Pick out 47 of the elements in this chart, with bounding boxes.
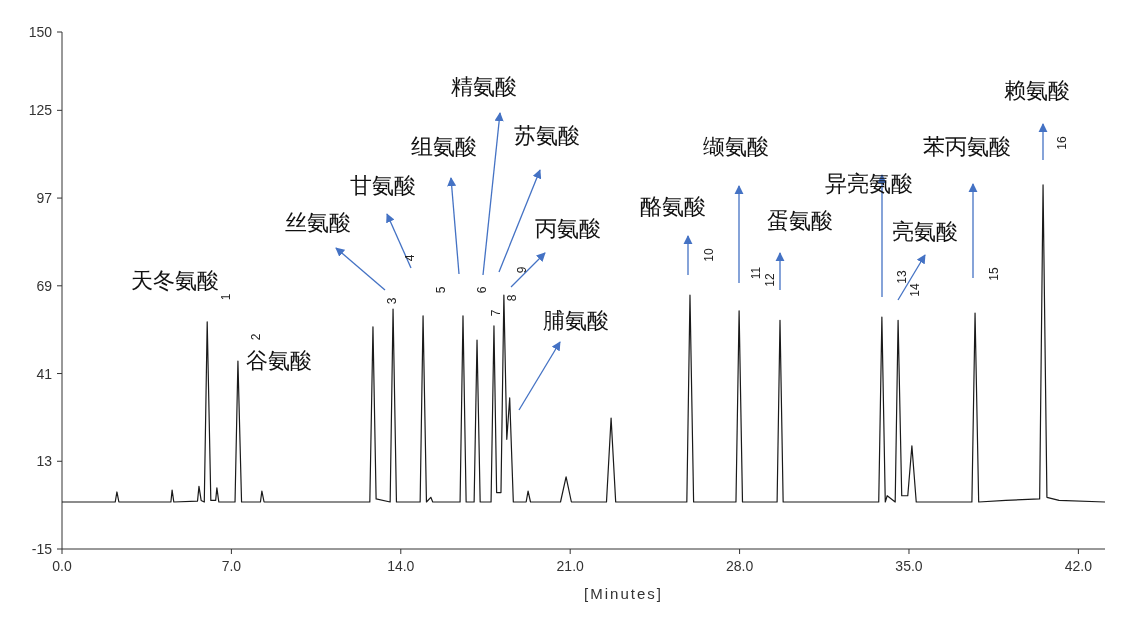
annotation: 6 (475, 286, 490, 294)
y-tick-label: 125 (28, 102, 53, 119)
annotation: 13 (895, 270, 910, 284)
y-tick-label: 41 (36, 365, 53, 382)
y-tick-label: 150 (28, 24, 53, 40)
annotation: 精氨酸 (451, 74, 517, 99)
annotation: 8 (505, 294, 520, 302)
annotation: 5 (434, 286, 449, 294)
annotation: 11 (749, 266, 764, 280)
x-tick-label: 7.0 (221, 558, 242, 574)
annotation: 组氨酸 (411, 134, 477, 159)
annotation: 10 (702, 248, 717, 262)
annotation: 苏氨酸 (514, 123, 580, 148)
annotation: 14 (908, 283, 923, 297)
annotation: 赖氨酸 (1004, 78, 1070, 103)
y-tick-label: 97 (36, 190, 53, 207)
annotation: 12 (763, 273, 778, 287)
annotation: 9 (515, 266, 530, 274)
x-tick-label: 35.0 (895, 558, 923, 574)
y-tick-label: -15 (31, 541, 53, 557)
annotation: 苯丙氨酸 (923, 134, 1011, 159)
annotation: 丙氨酸 (535, 216, 601, 241)
annotation: 2 (249, 333, 264, 341)
annotation: 3 (385, 297, 400, 305)
y-tick-label: 69 (36, 277, 53, 294)
annotation: 丝氨酸 (285, 210, 351, 235)
x-tick-label: 28.0 (725, 558, 754, 574)
x-tick-label: 21.0 (556, 558, 585, 574)
annotation: 缬氨酸 (703, 134, 769, 159)
annotation: 蛋氨酸 (767, 208, 833, 233)
annotation: 谷氨酸 (246, 348, 312, 373)
annotation: 4 (403, 254, 418, 262)
x-tick-label: 14.0 (387, 558, 415, 574)
annotation: 酪氨酸 (640, 194, 706, 219)
annotation: 脯氨酸 (543, 308, 609, 333)
annotation: 异亮氨酸 (825, 171, 913, 196)
annotation: 15 (987, 267, 1002, 281)
x-axis-title: [Minutes] (584, 585, 663, 602)
y-tick-label: 13 (36, 453, 53, 470)
annotation: 16 (1055, 136, 1070, 150)
annotation: 天冬氨酸 (131, 268, 219, 293)
x-tick-label: 0.0 (52, 558, 72, 574)
annotation: 亮氨酸 (892, 219, 958, 244)
annotation: 1 (219, 293, 234, 301)
annotation: 甘氨酸 (350, 173, 416, 198)
annotation: 7 (489, 309, 504, 317)
x-tick-label: 42.0 (1064, 558, 1093, 574)
